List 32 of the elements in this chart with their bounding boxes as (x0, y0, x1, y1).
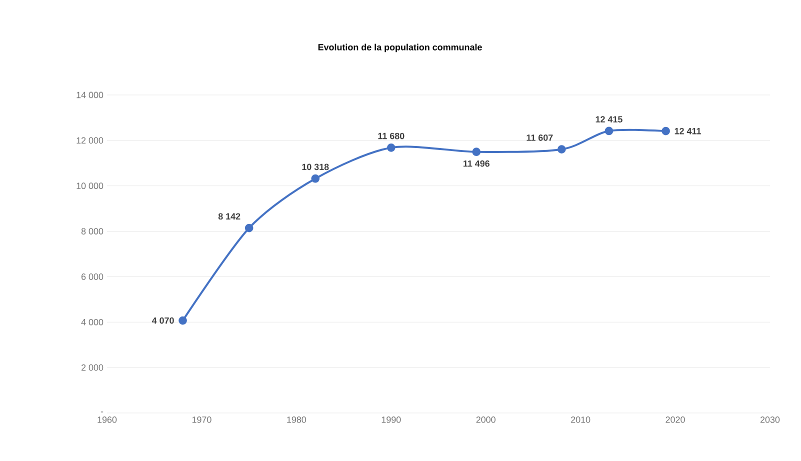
point (311, 174, 320, 183)
point (604, 126, 614, 136)
data-label: 11 607 (526, 134, 553, 141)
x-tick-label: 2010 (571, 416, 590, 423)
x-tick-label: 1980 (287, 416, 306, 423)
data-label: 8 142 (218, 213, 240, 220)
data-label: 11 680 (378, 132, 404, 140)
x-tick-label: 1970 (192, 416, 212, 423)
chart-title: Evolution de la population communale (318, 44, 482, 52)
point (662, 126, 670, 136)
y-tick-label: 4 000 (81, 318, 104, 326)
point (244, 224, 254, 232)
data-label: 12 415 (596, 116, 622, 122)
y-tick-label: 6 000 (82, 274, 104, 280)
x-tick-label: 2020 (666, 416, 685, 423)
y-tick-label: 10 000 (76, 182, 104, 190)
point (386, 143, 396, 152)
point (557, 145, 566, 154)
x-tick-label: 2030 (760, 416, 780, 423)
x-tick-label: 1990 (382, 416, 401, 423)
y-tick-label: 8 000 (81, 228, 104, 234)
x-tick-label: 1960 (98, 416, 117, 423)
data-label: 11 496 (463, 160, 490, 167)
point (178, 316, 187, 325)
data-label: 12 411 (674, 128, 701, 134)
y-tick-label: 12 000 (76, 137, 104, 144)
data-label: 4 070 (152, 317, 174, 324)
x-tick-label: 2000 (476, 416, 496, 423)
y-tick-label: 2 000 (82, 364, 104, 371)
y-tick-label: 14 000 (76, 92, 104, 98)
data-label: 10 318 (302, 164, 329, 170)
point (472, 148, 481, 156)
